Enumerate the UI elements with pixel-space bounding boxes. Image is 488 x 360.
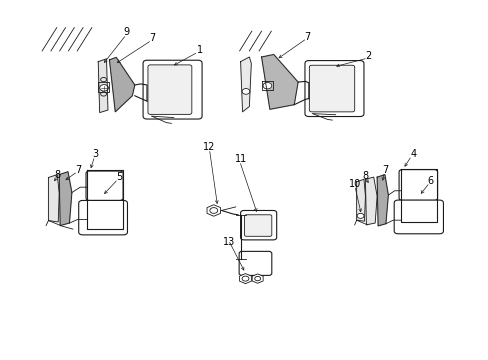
Text: 7: 7 — [148, 33, 155, 43]
FancyBboxPatch shape — [305, 60, 363, 117]
Text: 8: 8 — [55, 170, 61, 180]
FancyBboxPatch shape — [143, 60, 202, 119]
Polygon shape — [261, 54, 298, 109]
Polygon shape — [356, 179, 365, 221]
Polygon shape — [109, 57, 135, 112]
FancyBboxPatch shape — [79, 201, 127, 235]
FancyBboxPatch shape — [244, 215, 271, 236]
Text: 7: 7 — [76, 165, 81, 175]
Text: 1: 1 — [196, 45, 203, 55]
Text: 7: 7 — [303, 32, 309, 41]
Text: 7: 7 — [382, 165, 388, 175]
Polygon shape — [240, 57, 251, 112]
Text: 11: 11 — [234, 154, 246, 164]
FancyBboxPatch shape — [86, 171, 123, 201]
FancyBboxPatch shape — [309, 65, 354, 112]
Text: 6: 6 — [427, 176, 433, 186]
Text: 10: 10 — [348, 179, 360, 189]
Text: 4: 4 — [409, 149, 415, 159]
Polygon shape — [365, 177, 376, 225]
Text: 3: 3 — [93, 149, 99, 159]
FancyBboxPatch shape — [393, 200, 443, 234]
Text: 8: 8 — [362, 171, 368, 181]
Polygon shape — [48, 175, 59, 222]
Circle shape — [242, 89, 249, 94]
FancyBboxPatch shape — [148, 65, 191, 114]
Text: 2: 2 — [365, 51, 371, 61]
FancyBboxPatch shape — [240, 211, 276, 240]
FancyBboxPatch shape — [239, 251, 271, 275]
Circle shape — [263, 82, 271, 89]
Polygon shape — [376, 175, 387, 226]
Circle shape — [100, 85, 108, 91]
Circle shape — [356, 213, 363, 219]
Polygon shape — [59, 172, 72, 226]
Text: 5: 5 — [116, 172, 122, 182]
Text: 9: 9 — [123, 27, 129, 37]
Polygon shape — [98, 59, 108, 113]
FancyBboxPatch shape — [398, 170, 437, 201]
Text: 12: 12 — [203, 142, 215, 152]
Text: 13: 13 — [223, 237, 235, 247]
